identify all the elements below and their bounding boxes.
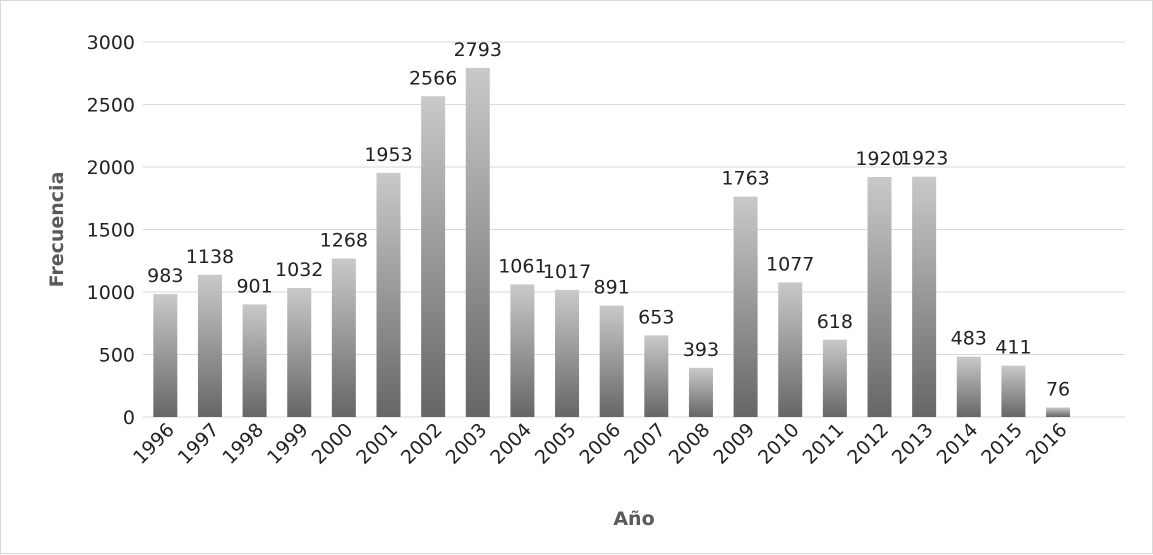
data-label: 983 (147, 265, 183, 287)
data-label: 2566 (409, 67, 457, 89)
x-tick-label: 2011 (799, 419, 849, 469)
bar-2014 (956, 356, 981, 417)
x-tick-label: 2008 (665, 419, 715, 469)
bar-2008 (688, 367, 713, 417)
x-tick-label: 1999 (263, 419, 313, 469)
x-tick-label: 2000 (308, 419, 358, 469)
x-tick-label: 2005 (531, 419, 581, 469)
x-tick-label: 2004 (486, 419, 536, 469)
bar-2009 (733, 196, 758, 417)
x-axis-title: Año (613, 508, 654, 530)
data-label: 411 (995, 337, 1031, 359)
data-label: 483 (951, 328, 987, 350)
bar-2005 (555, 289, 580, 417)
data-label: 1268 (320, 230, 368, 252)
y-tick-label: 3000 (87, 32, 135, 54)
bar-2006 (599, 305, 624, 417)
y-tick-label: 2000 (87, 157, 135, 179)
x-tick-label: 1996 (129, 419, 179, 469)
y-axis-title: Frecuencia (46, 172, 68, 288)
x-tick-label: 2013 (888, 419, 938, 469)
data-label: 76 (1046, 379, 1070, 401)
data-label: 1032 (275, 259, 323, 281)
data-label: 1077 (766, 253, 814, 275)
y-tick-label: 0 (123, 407, 135, 429)
data-label: 618 (817, 311, 853, 333)
x-tick-label: 2012 (843, 419, 893, 469)
bar-2003 (465, 67, 490, 417)
data-label: 1923 (900, 148, 948, 170)
bar-2002 (421, 96, 446, 417)
data-label: 891 (594, 277, 630, 299)
y-tick-label: 500 (99, 345, 135, 367)
bar-1996 (153, 294, 178, 417)
data-label: 393 (683, 339, 719, 361)
data-label: 1138 (186, 246, 234, 268)
data-label: 1061 (498, 255, 546, 277)
x-tick-label: 2003 (442, 419, 492, 469)
data-label: 1017 (543, 261, 591, 283)
x-tick-label: 2010 (754, 419, 804, 469)
bar-2013 (912, 176, 937, 417)
x-tick-label: 1998 (218, 419, 268, 469)
x-tick-label: 2001 (352, 419, 402, 469)
data-label: 1763 (721, 168, 769, 190)
bar-2000 (331, 258, 356, 417)
x-tick-label: 2002 (397, 419, 447, 469)
x-tick-label: 2006 (575, 419, 625, 469)
x-tick-label: 2009 (709, 419, 759, 469)
bar-2007 (644, 335, 669, 417)
x-tick-label: 2015 (977, 419, 1027, 469)
y-tick-label: 1000 (87, 282, 135, 304)
data-label: 1953 (364, 144, 412, 166)
bar-2010 (778, 282, 803, 417)
data-label: 2793 (454, 39, 502, 61)
bar-1997 (197, 274, 222, 417)
y-tick-label: 2500 (87, 95, 135, 117)
data-label: 653 (638, 306, 674, 328)
bar-2016 (1046, 407, 1071, 417)
bar-1999 (287, 288, 312, 417)
y-tick-label: 1500 (87, 220, 135, 242)
data-label: 1920 (855, 148, 903, 170)
data-label: 901 (236, 275, 272, 297)
x-tick-label: 2016 (1022, 419, 1072, 469)
bar-2015 (1001, 365, 1026, 417)
x-tick-label: 2007 (620, 419, 670, 469)
bar-2011 (822, 339, 847, 417)
bar-2001 (376, 172, 401, 417)
bar-2004 (510, 284, 535, 417)
bar-2012 (867, 177, 892, 417)
bar-1998 (242, 304, 267, 417)
bars (153, 67, 1071, 417)
x-tick-label: 2014 (933, 419, 983, 469)
x-tick-label: 1997 (174, 419, 224, 469)
